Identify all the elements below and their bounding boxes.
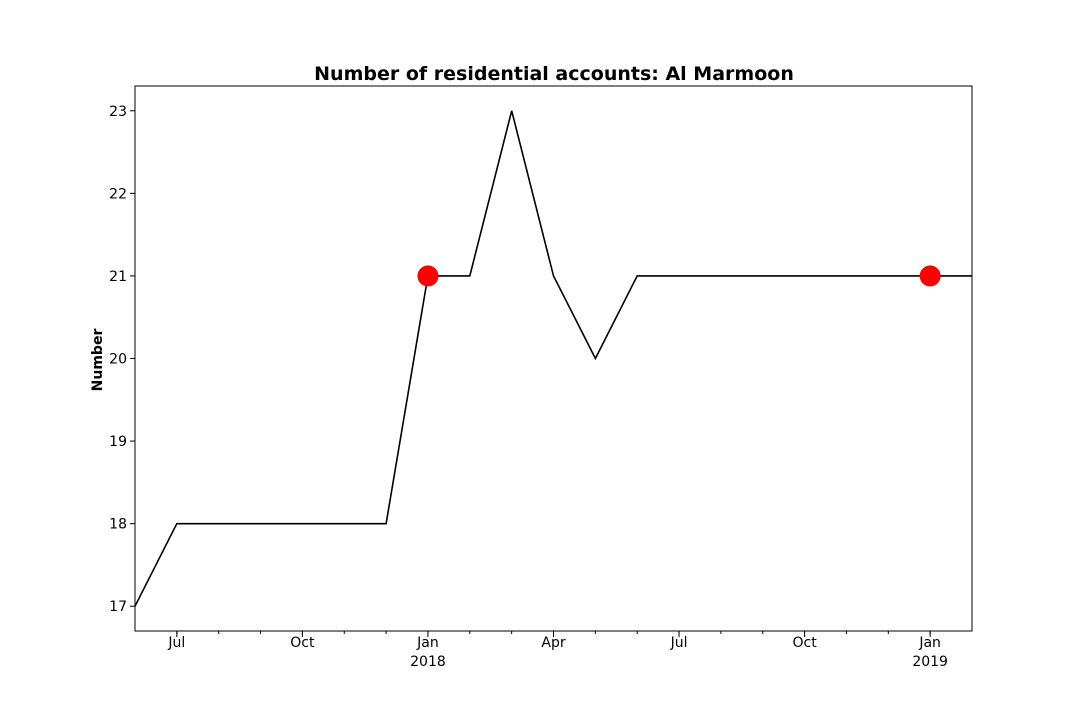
series-line xyxy=(134,110,972,607)
x-tick-label: Oct xyxy=(792,635,817,651)
x-tick-label: Apr xyxy=(541,635,565,651)
y-axis-label: Number xyxy=(90,329,106,392)
y-tick-label: 23 xyxy=(109,104,127,120)
highlight-marker xyxy=(417,265,439,287)
x-tick-year-label: 2018 xyxy=(410,654,446,670)
x-tick-year-label: 2019 xyxy=(912,654,948,670)
x-tick-label: Jul xyxy=(167,635,185,651)
highlight-marker xyxy=(919,265,941,287)
y-tick-label: 21 xyxy=(109,269,127,285)
y-tick-label: 22 xyxy=(109,186,127,202)
axis-ticks: 17 18 19 20 21 22 23 Jul Oct Jan 2018 Apr Jul Oct Jan 2… xyxy=(109,104,948,670)
x-tick-label: Jul xyxy=(670,635,688,651)
y-tick-label: 17 xyxy=(109,599,127,615)
x-tick-label: Jan xyxy=(416,635,439,651)
x-tick-label: Jan xyxy=(918,635,941,651)
y-tick-label: 18 xyxy=(109,517,127,533)
y-tick-label: 20 xyxy=(109,352,127,368)
plot-frame xyxy=(134,85,973,632)
y-tick-label: 19 xyxy=(109,434,127,450)
chart-title: Number of residential accounts: Al Marmo… xyxy=(314,63,794,85)
x-tick-label: Oct xyxy=(290,635,315,651)
series-layer xyxy=(134,110,972,607)
